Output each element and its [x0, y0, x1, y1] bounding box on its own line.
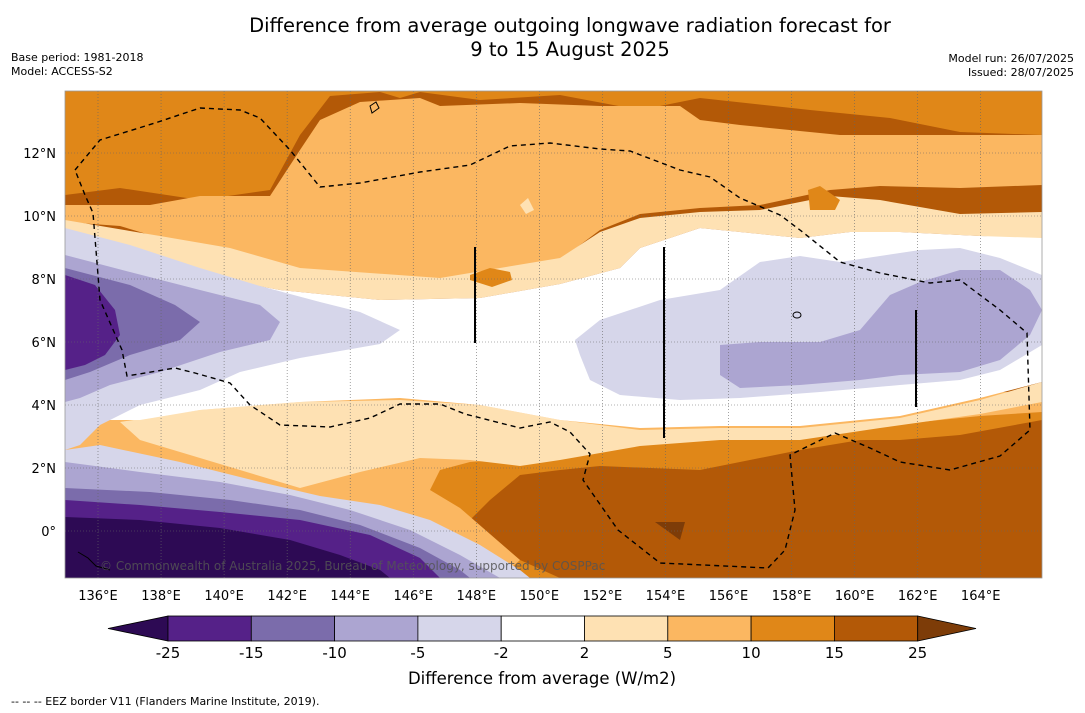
map-frame: [64, 90, 1043, 579]
colorbar-swatch: [584, 615, 669, 642]
band-2-5-north: [65, 196, 1042, 300]
x-tick-label: 154°E: [646, 589, 686, 604]
colorbar-min-extend: [107, 615, 169, 642]
colorbar-tick-label: 2: [580, 644, 590, 662]
colorbar-tick-label: -10: [322, 644, 347, 662]
band-neg-2-5: [65, 228, 1042, 450]
y-tick-label: 8°N: [32, 273, 57, 288]
eez-border: [74, 107, 1031, 569]
y-tick-label: 4°N: [32, 399, 57, 414]
issued-text: Issued: 28/07/2025: [967, 66, 1074, 79]
x-tick-labels: 136°E 138°E 140°E 142°E 144°E 146°E 148°E 150°E…: [78, 589, 1000, 604]
band-neg-5-10: [65, 255, 1042, 402]
patch-orange-158e: [808, 186, 840, 210]
x-tick-label: 150°E: [520, 589, 560, 604]
x-tick-label: 138°E: [141, 589, 181, 604]
patch-orange-148e: [470, 268, 512, 287]
meta-left: Base period: 1981-2018 Model: ACCESS-S2: [11, 51, 143, 79]
model-run-text: Model run: 26/07/2025: [948, 52, 1074, 65]
meta-right: Model run: 26/07/2025 Issued: 28/07/2025: [948, 52, 1074, 80]
colorbar: [107, 615, 977, 642]
y-tick-label: 2°N: [32, 462, 57, 477]
colorbar-title: Difference from average (W/m2): [408, 669, 676, 688]
x-tick-label: 162°E: [898, 589, 938, 604]
colorbar-tick-label: -2: [494, 644, 509, 662]
x-tick-label: 136°E: [78, 589, 118, 604]
y-tick-label: 12°N: [23, 147, 56, 162]
colorbar-swatch: [750, 615, 835, 642]
colorbar-swatch: [667, 615, 752, 642]
colorbar-tick-label: 15: [825, 644, 844, 662]
title-line-2: 9 to 15 August 2025: [470, 38, 670, 61]
colorbar-max-extend: [917, 615, 977, 642]
colorbar-tick-label: -15: [239, 644, 264, 662]
island-outlines: [77, 101, 802, 571]
colorbar-tick-label: 10: [742, 644, 761, 662]
model-text: Model: ACCESS-S2: [11, 65, 113, 78]
eez-footnote: -- -- -- EEZ border V11 (Flanders Marine…: [11, 695, 320, 708]
x-tick-label: 140°E: [204, 589, 244, 604]
band-2-5-south: [120, 382, 1042, 488]
patch-brown-154e: [655, 522, 685, 540]
x-tick-label: 164°E: [961, 589, 1001, 604]
x-tick-label: 156°E: [709, 589, 749, 604]
colorbar-swatch: [250, 615, 336, 642]
band-neg-sw-5: [65, 517, 390, 578]
colorbar-swatch: [167, 615, 252, 642]
y-tick-label: 10°N: [23, 210, 56, 225]
credit-text: © Commonwealth of Australia 2025, Bureau…: [100, 559, 605, 573]
patch-cream-150e: [520, 198, 534, 214]
band-neg-15-25-north: [65, 275, 120, 370]
x-tick-label: 146°E: [393, 589, 433, 604]
colorbar-swatch: [417, 615, 502, 642]
colorbar-swatch: [834, 615, 919, 642]
grid-lines: [65, 91, 1042, 578]
title-line-1: Difference from average outgoing longwav…: [249, 14, 891, 37]
x-tick-label: 148°E: [457, 589, 497, 604]
x-tick-label: 152°E: [583, 589, 623, 604]
x-tick-label: 142°E: [267, 589, 307, 604]
colorbar-tick-label: 5: [663, 644, 673, 662]
x-tick-label: 144°E: [330, 589, 370, 604]
island-lines: [474, 247, 917, 438]
x-tick-label: 160°E: [835, 589, 875, 604]
base-period-text: Base period: 1981-2018: [11, 51, 144, 64]
colorbar-tick-label: 25: [908, 644, 927, 662]
colorbar-tick-label: -25: [156, 644, 181, 662]
x-tick-label: 158°E: [772, 589, 812, 604]
y-tick-labels: 12°N 10°N 8°N 6°N 4°N 2°N 0°: [23, 147, 56, 540]
colorbar-tick-label: -5: [410, 644, 425, 662]
colorbar-swatch: [500, 615, 585, 642]
y-tick-label: 0°: [41, 525, 56, 540]
anomaly-map-area: © Commonwealth of Australia 2025, Bureau…: [65, 91, 1042, 578]
y-tick-label: 6°N: [32, 336, 57, 351]
map-title: Difference from average outgoing longwav…: [0, 14, 1085, 62]
colorbar-swatch: [334, 615, 419, 642]
colorbar-labels: -25 -15 -10 -5 -2 2 5 10 15 25: [156, 644, 927, 662]
